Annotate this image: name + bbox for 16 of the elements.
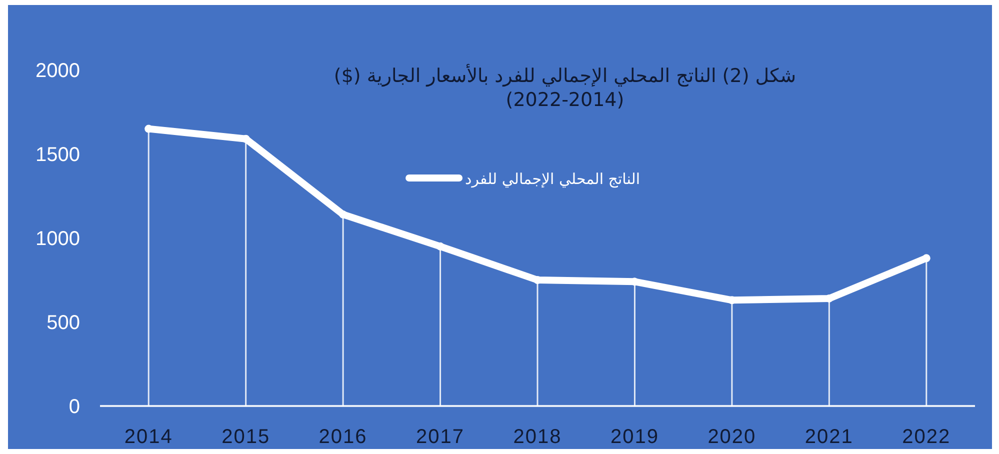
x-tick-label: 2021 [804, 426, 854, 448]
x-tick-label: 2018 [513, 426, 562, 448]
y-tick-label: 1000 [36, 228, 80, 250]
x-tick-label: 2020 [708, 426, 756, 448]
x-tick-label: 2016 [318, 426, 368, 448]
y-tick-label: 2000 [36, 60, 80, 82]
chart-title: شكل (2) الناتج المحلي الإجمالي للفرد بالأسعار الجارية ($) (2014-2022) [332, 64, 798, 112]
x-tick-label: 2015 [222, 426, 270, 448]
y-tick-label: 1500 [36, 144, 80, 166]
y-tick-label: 0 [68, 396, 80, 418]
x-tick-label: 2014 [124, 426, 173, 448]
x-tick-label: 2022 [902, 426, 951, 448]
legend-label: الناتج المحلي الإجمالي للفرد [465, 170, 640, 188]
y-tick-label: 500 [46, 312, 80, 334]
x-tick-label: 2017 [416, 426, 465, 448]
x-tick-label: 2019 [610, 426, 659, 448]
